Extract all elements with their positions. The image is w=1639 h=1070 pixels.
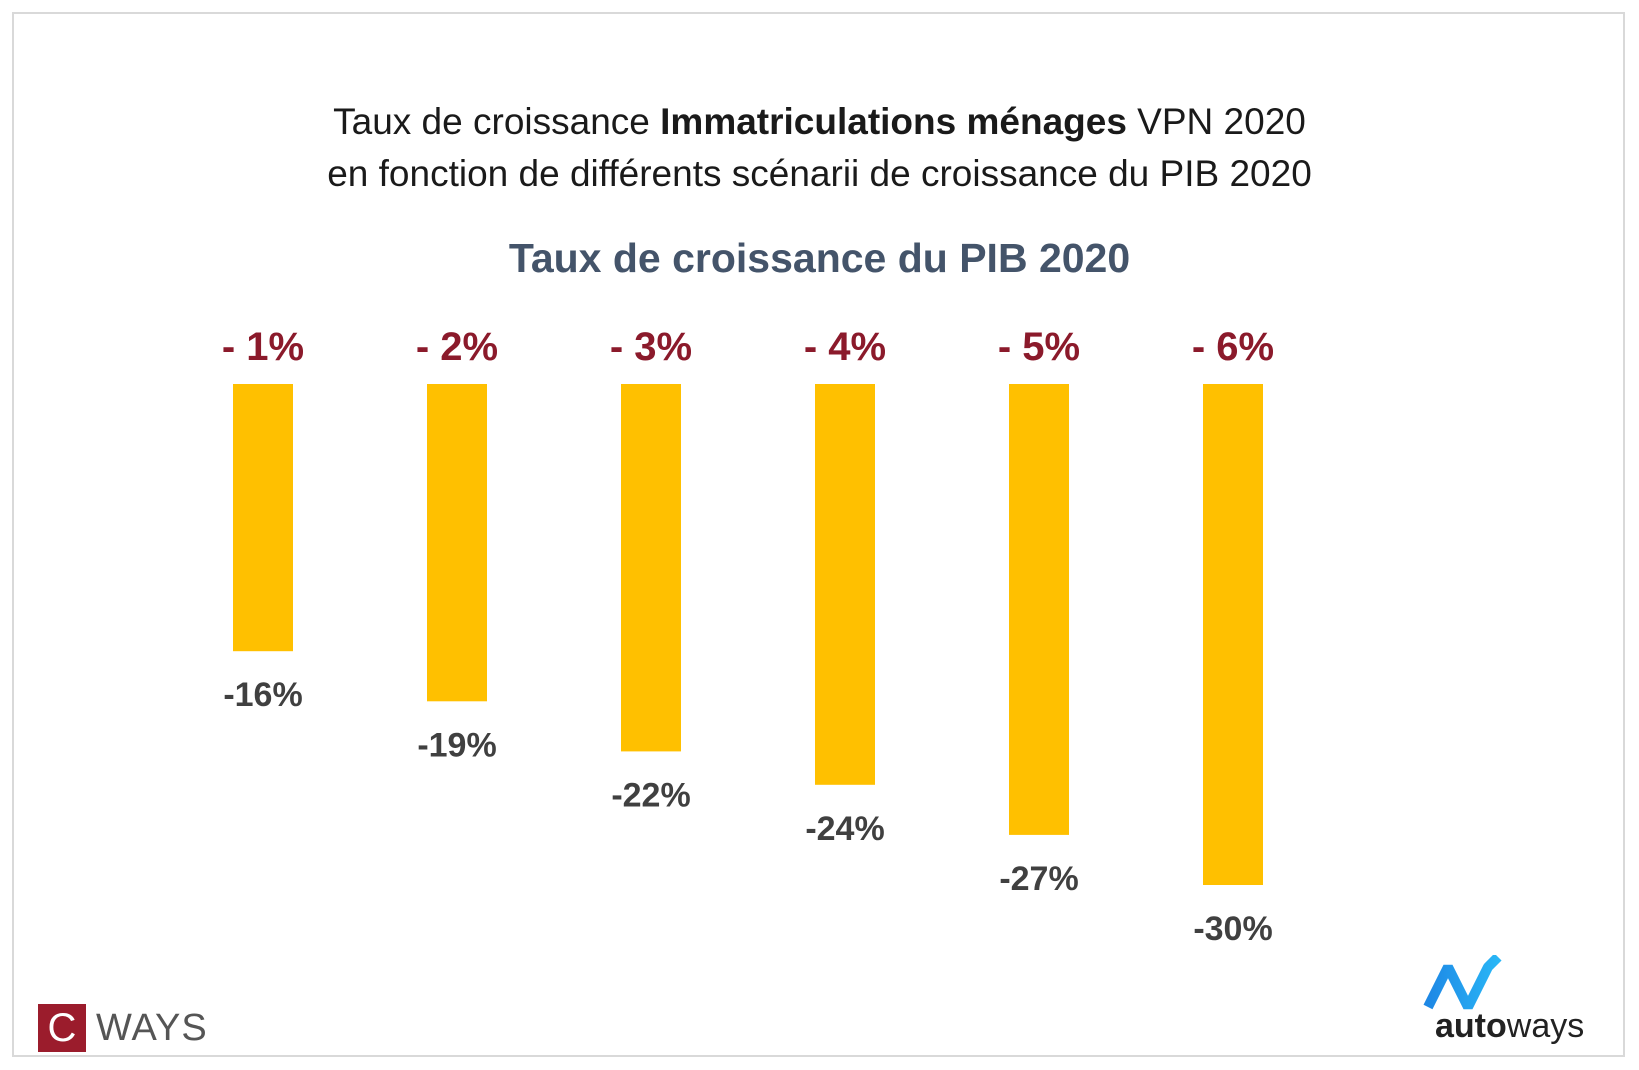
data-label: -27%: [999, 860, 1078, 898]
category-label: - 2%: [416, 325, 498, 369]
data-label: -16%: [223, 676, 302, 714]
bar: [1203, 384, 1263, 885]
bar: [427, 384, 487, 702]
category-label: - 5%: [998, 325, 1080, 369]
data-label: -19%: [417, 726, 496, 764]
chart-title-line1: Taux de croissance Immatriculations ména…: [333, 101, 1306, 142]
data-label: -24%: [805, 810, 884, 848]
category-label: - 3%: [610, 325, 692, 369]
data-label: -22%: [611, 776, 690, 814]
bar: [1009, 384, 1069, 835]
bar: [621, 384, 681, 752]
autoways-logo: autoways: [1420, 953, 1620, 1055]
chart-subtitle: Taux de croissance du PIB 2020: [508, 235, 1131, 281]
category-label: - 1%: [222, 325, 304, 369]
bar: [815, 384, 875, 785]
category-label: - 6%: [1192, 325, 1274, 369]
autoways-logo-icon: [1423, 953, 1502, 1010]
category-label: - 4%: [804, 325, 886, 369]
data-label: -30%: [1193, 910, 1272, 948]
cways-logo-text: WAYS: [96, 1006, 208, 1049]
autoways-logo-text: autoways: [1435, 1007, 1585, 1045]
cways-logo: C WAYS: [38, 1003, 208, 1053]
bar: [233, 384, 293, 652]
chart-title-line2: en fonction de différents scénarii de cr…: [327, 153, 1312, 194]
cways-logo-mark: C: [38, 1004, 86, 1052]
